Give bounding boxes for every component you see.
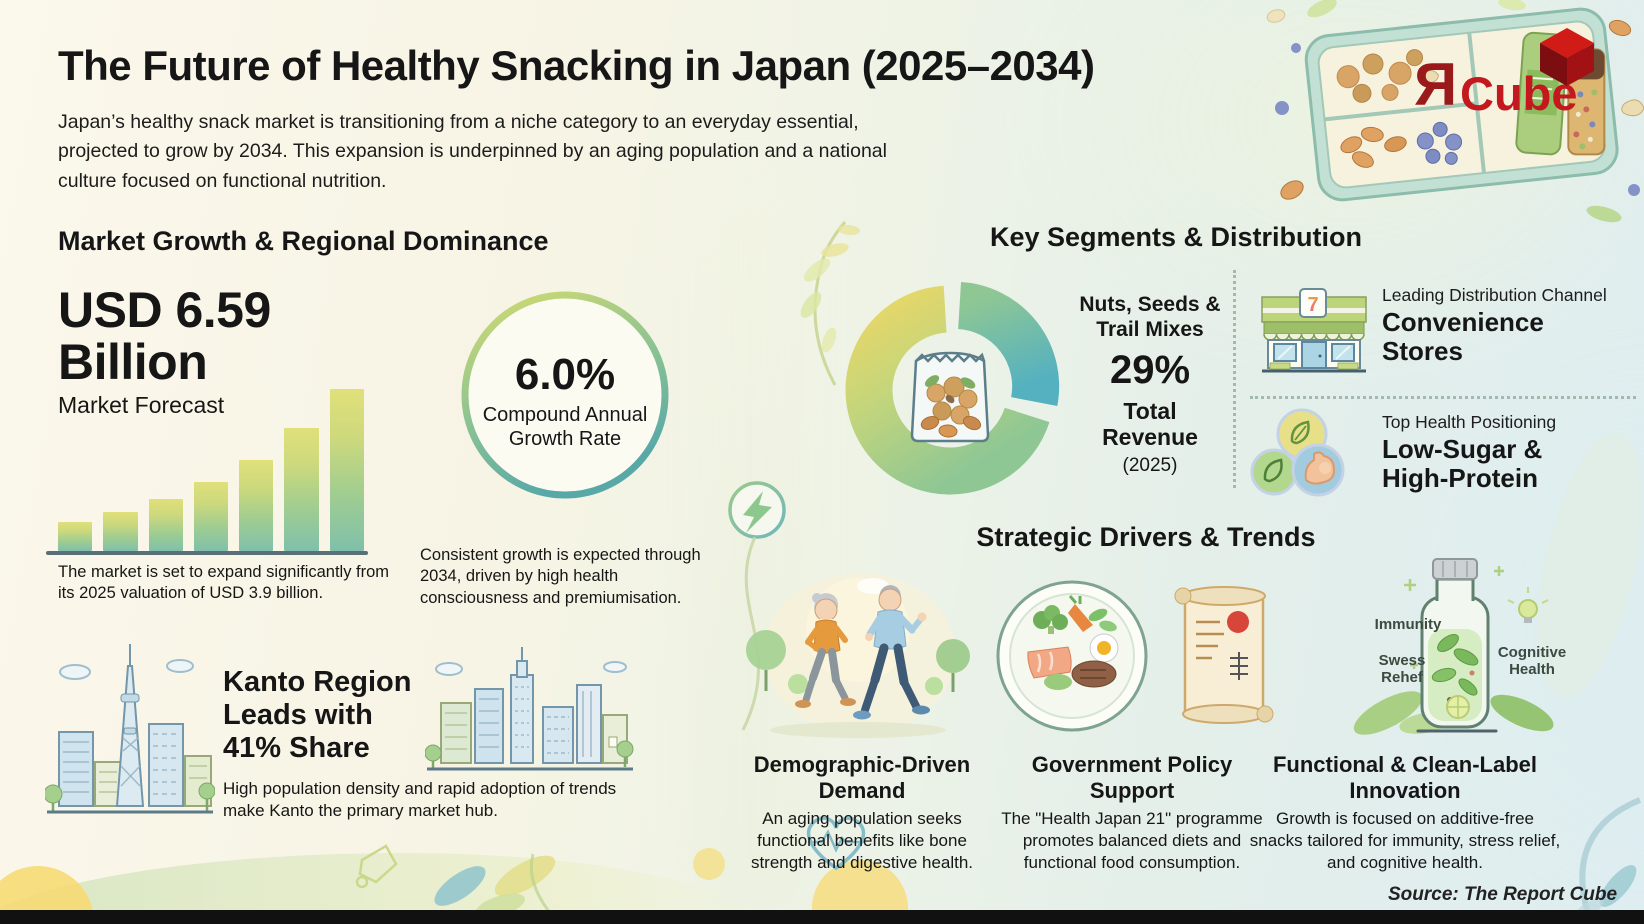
cagr-label: Compound Annual Growth Rate [482,404,648,450]
bottle-label-stress: Swess Rehef [1378,652,1426,687]
brand-logo-r: Я [1414,51,1458,118]
vertical-divider [1233,270,1236,488]
policy-scroll-icon [1174,586,1274,724]
nuts-bag-icon [910,351,990,443]
meat-icon [1071,660,1117,688]
broccoli-icon [1033,605,1068,634]
strategic-heading: Strategic Drivers & Trends [976,522,1316,552]
segment-name: Nuts, Seeds & Trail Mixes [1079,293,1221,342]
sparkle-icons [1404,566,1504,669]
bottle-label-cognitive: Cognitive Health [1497,644,1567,679]
almond-blueberry-compartment [1340,121,1463,168]
card-desc-innovation: Growth is focused on additive-free snack… [1249,809,1561,873]
carrot-icon [1068,604,1093,632]
leaf-icon [1290,420,1310,445]
convenience-store-icon: 7 [1261,288,1367,373]
segment-donut-chart [835,275,1065,505]
market-forecast-bar-chart [58,389,364,551]
horizontal-divider [1250,396,1636,399]
elderly-couple-illustration [746,573,970,738]
positioning-title: Low-Sugar & High-Protein [1382,434,1543,494]
market-forecast-value: USD 6.59 Billion [58,282,271,390]
card-desc-demographic: An aging population seeks functional ben… [750,809,974,873]
bottom-black-bar [0,910,1644,924]
market-forecast-label: Market Forecast [58,392,225,418]
man-figure [853,585,930,720]
city-skyline-illustration [425,647,634,771]
card-title-policy: Government Policy Support [1031,752,1233,803]
source-credit: Source: The Report Cube [1388,884,1618,905]
nuts-compartment [1336,49,1440,103]
forecast-bar [239,460,274,551]
channel-title: Convenience Stores [1382,307,1544,367]
channel-kicker: Leading Distribution Channel [1382,285,1607,305]
positioning-kicker: Top Health Positioning [1382,412,1557,432]
lightbulb-icon [1518,599,1538,619]
cagr-value: 6.0% [514,350,616,399]
segment-year: (2025) [1122,455,1178,476]
lightning-decoration [728,481,786,731]
bottle-label-immunity: Immunity [1374,616,1442,633]
store-sign-text: 7 [1307,294,1318,316]
salmon-icon [1027,646,1072,679]
brand-cube-icon [1540,28,1594,86]
balanced-plate-scroll-illustration [996,580,1274,732]
donut-slice [845,285,1050,495]
doodle-decoration [355,844,398,889]
forecast-bar [193,482,229,551]
key-segments-heading: Key Segments & Distribution [989,222,1363,252]
card-title-innovation: Functional & Clean-Label Innovation [1272,752,1538,803]
tokyo-skyline-illustration [45,644,215,814]
market-growth-heading: Market Growth & Regional Dominance [58,226,549,256]
kanto-title: Kanto Region Leads with 41% Share [223,666,412,765]
segment-share-label: Total Revenue [1102,398,1198,451]
lightning-bolt-icon [743,491,772,533]
cagr-note: Consistent growth is expected through 20… [420,546,701,607]
page-subtitle: Japan’s healthy snack market is transiti… [58,111,887,192]
card-title-demographic: Demographic-Driven Demand [753,752,971,803]
health-positioning-icon [1250,408,1345,497]
segment-share: 29% [1109,348,1191,392]
stepped-tower [510,674,534,764]
page-title: The Future of Healthy Snacking in Japan … [58,42,1095,89]
skytree-tower [115,665,145,807]
kanto-note: High population density and rapid adopti… [223,779,617,821]
forecast-bar [58,521,93,551]
forecast-bar [284,428,319,551]
card-desc-policy: The "Health Japan 21" programme promotes… [1001,809,1263,873]
cagr-ring [461,291,669,499]
bar-chart-baseline [46,551,368,555]
forecast-bar [148,499,183,551]
functional-bottle-illustration [1353,558,1554,735]
bento-box-illustration [1266,0,1644,223]
leaf-sprig-decoration [800,221,860,386]
forecast-bar [103,511,138,551]
forecast-bar [329,389,364,551]
bottom-leaves-decoration [434,853,557,920]
heart-pulse-icon [806,816,866,871]
market-note: The market is set to expand significantl… [58,563,390,603]
woman-figure [795,593,856,708]
leaf-icon [1263,458,1283,483]
donut-slice [957,282,1060,407]
